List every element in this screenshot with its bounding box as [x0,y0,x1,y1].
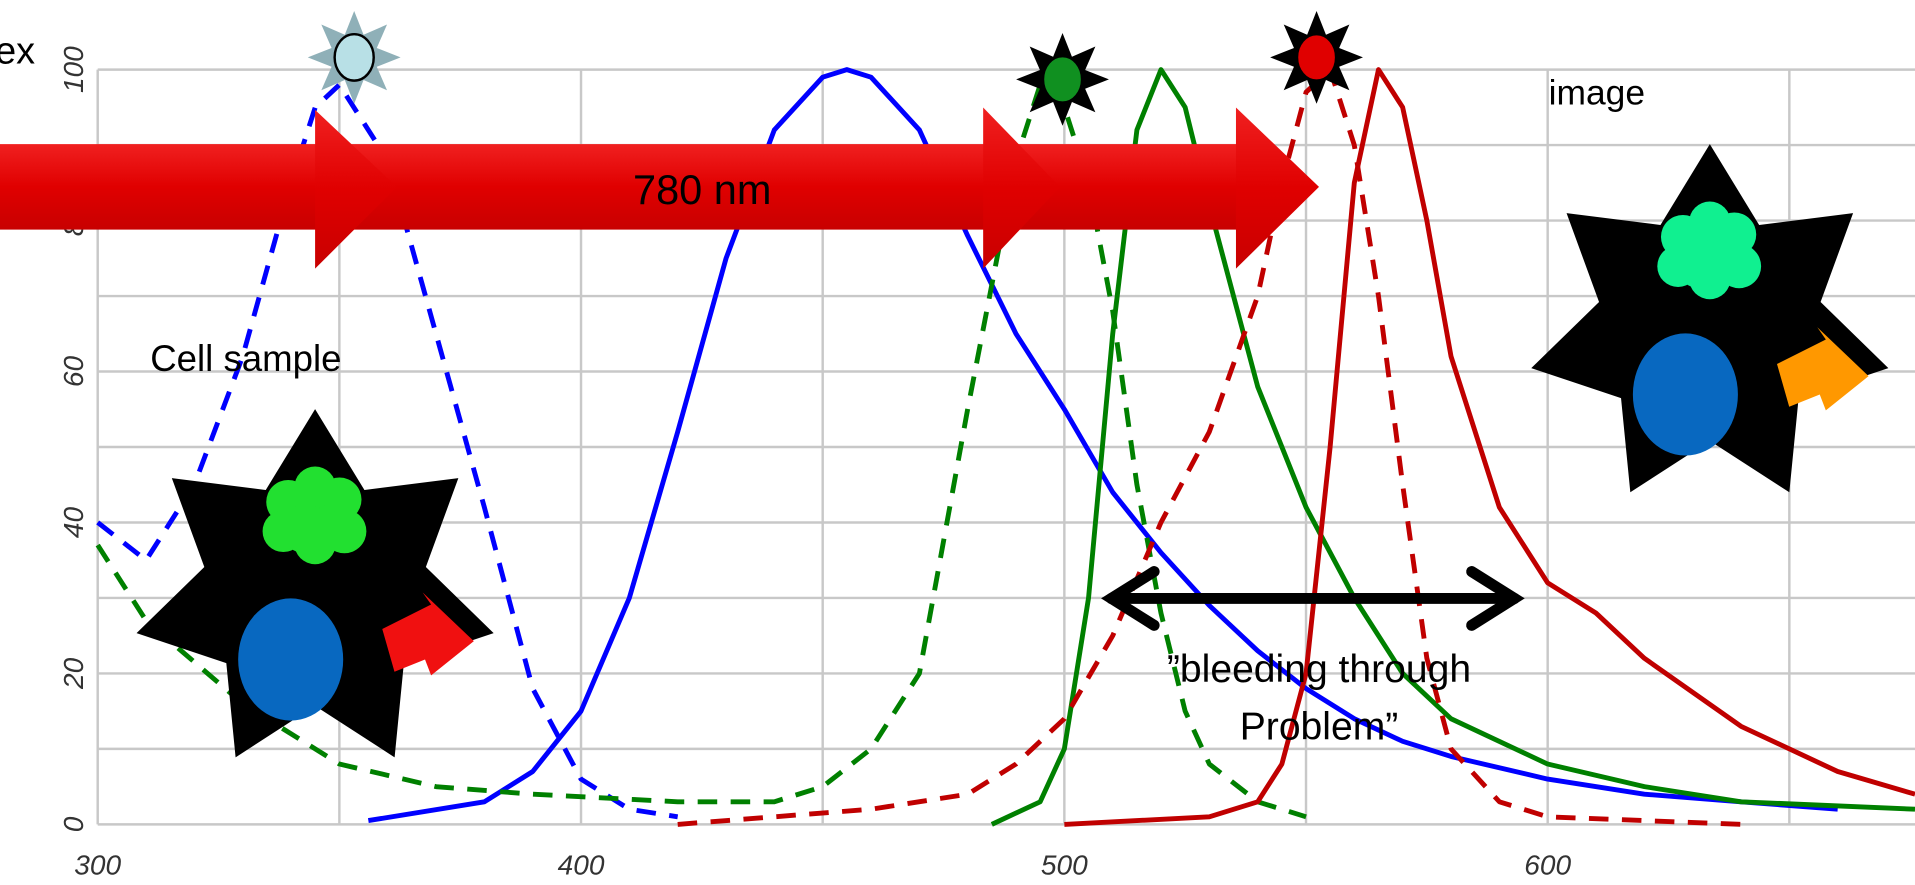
cell-nucleus [238,598,344,721]
annotation: ”bleeding through [1167,648,1471,691]
annotation: Cell sample [150,338,341,379]
annotation: image [1549,73,1645,113]
spectrum-line [1064,67,1915,827]
annotation: 780 nm [633,166,771,213]
cloud-blob [294,466,336,509]
double-arrow [1101,566,1525,631]
laser-arrow-head [315,109,397,269]
spectrum-line [95,82,1307,820]
y-tick-label: 100 [58,46,89,93]
fluorophore-core [333,32,375,82]
cell-arrow [382,592,474,676]
y-tick-label: 60 [58,356,89,388]
laser-arrow-head [1235,107,1320,269]
x-tick-label: 600 [1524,850,1571,881]
cell-shape [136,409,494,758]
cell-arrow [1776,327,1869,411]
y-tick-label: 40 [58,506,89,538]
spectrum-line [96,82,679,820]
y-tick-label: 20 [58,657,89,690]
labels: ex image 780 nm Cell sample ”bleeding th… [0,31,1645,881]
cell-cloud [1657,201,1762,300]
spectrum-line [990,67,1915,827]
cloud-blob [1675,239,1725,289]
cloud-blob [1689,201,1731,244]
spectrum-line [367,67,1838,824]
x-tick-label: 500 [1041,850,1088,881]
annotation: Problem” [1240,705,1399,748]
fluorophore-core [1295,32,1338,82]
fluorophore-core [1041,54,1084,104]
laser-arrow-head [983,107,1061,269]
cell-cloud [262,466,367,565]
x-tick-label: 300 [74,850,121,881]
cell-nucleus [1632,333,1738,456]
decorations [0,10,1889,758]
cell-shape [1531,144,1889,493]
cloud-blob [280,504,330,554]
plot-lines [95,67,1915,827]
annotation: ex [0,31,35,73]
y-tick-label: 0 [58,816,89,832]
x-tick-label: 400 [558,850,605,881]
chart-area: 020406080100 ex image 780 nm Cell sample… [0,10,1915,881]
